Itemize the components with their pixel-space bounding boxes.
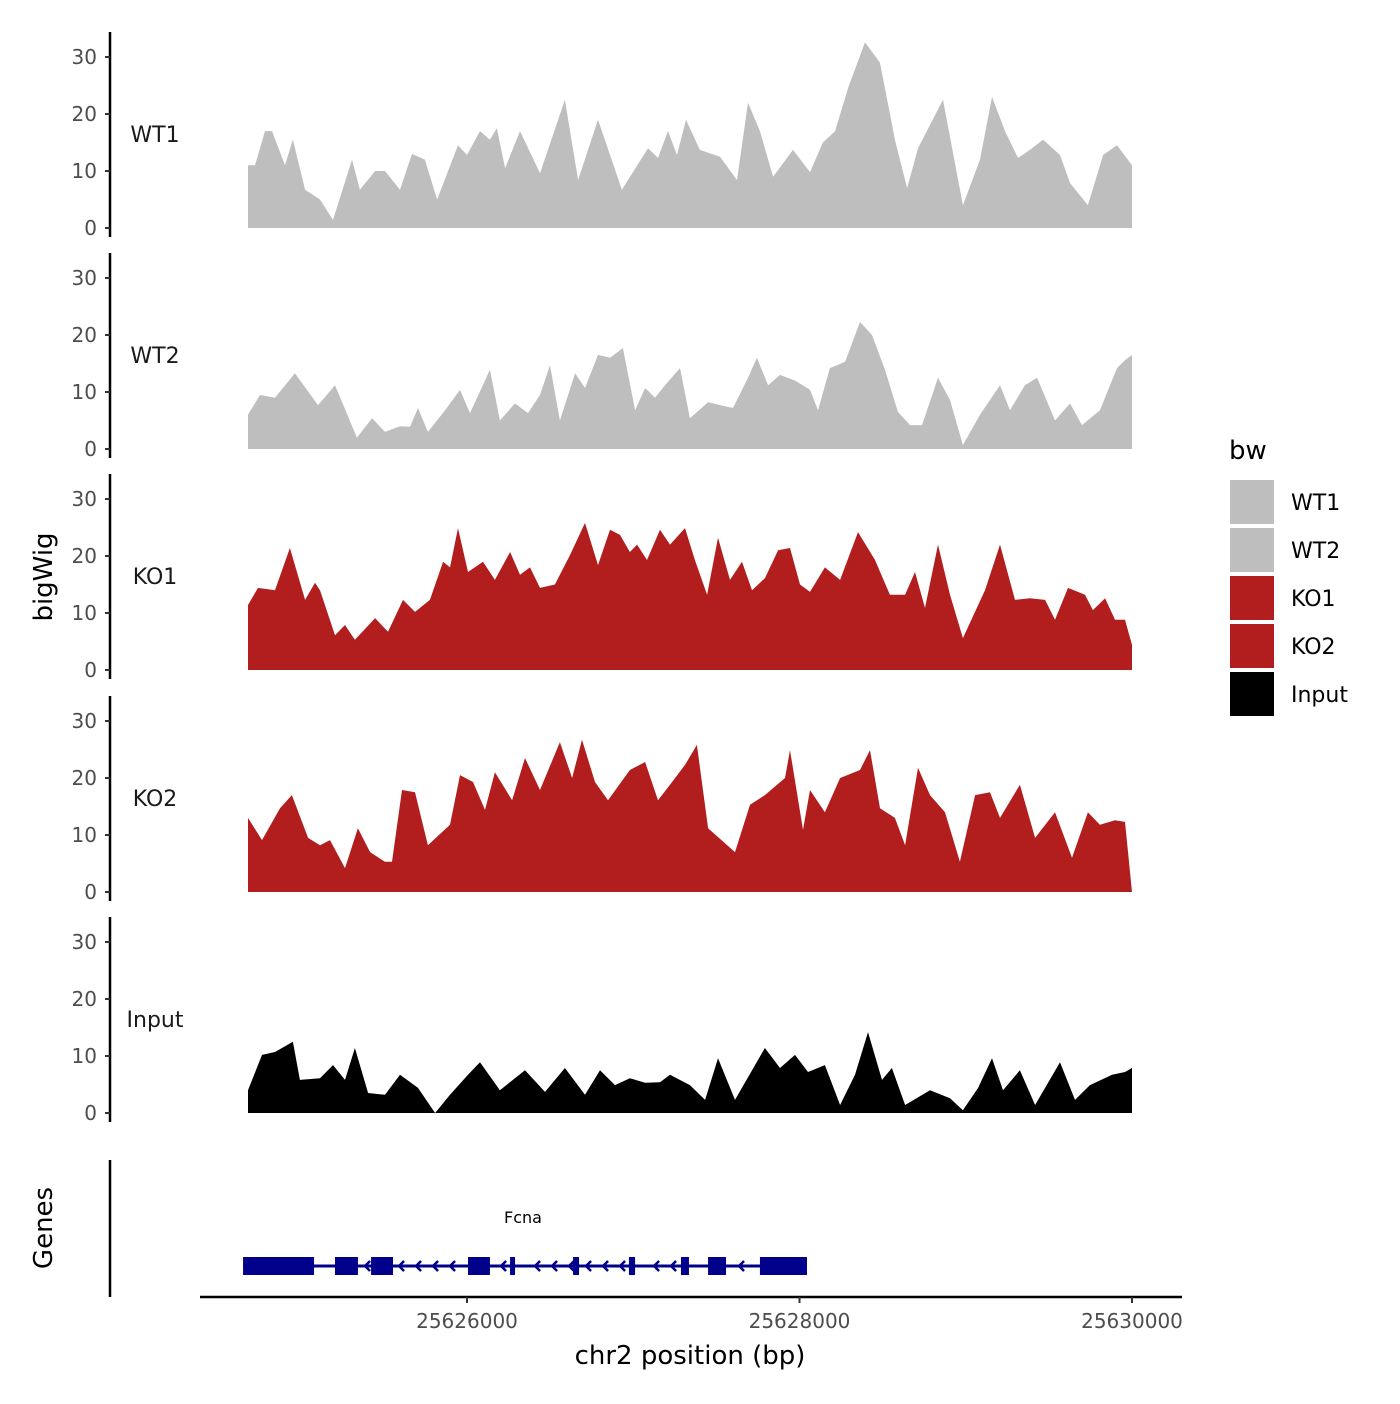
strand-arrow-icon [652, 1260, 660, 1272]
strand-arrow-icon [669, 1260, 677, 1272]
track-label: KO1 [133, 565, 178, 590]
track-label: WT1 [130, 123, 179, 148]
strand-arrow-icon [618, 1260, 626, 1272]
y-tick-label: 30 [72, 930, 97, 954]
strand-arrow-icon [499, 1260, 507, 1272]
y-tick-label: 30 [72, 45, 97, 69]
legend-key-input [1230, 672, 1274, 716]
coverage-area-wt2 [248, 321, 1132, 449]
gene-exon [510, 1257, 516, 1275]
gene-exon [334, 1257, 358, 1275]
y-tick-label: 20 [72, 102, 97, 126]
y-tick-label: 10 [72, 1044, 97, 1068]
y-tick-label: 30 [72, 487, 97, 511]
x-tick-label: 25630000 [1081, 1309, 1183, 1333]
track-label: KO2 [133, 787, 178, 812]
x-tick-label: 25628000 [749, 1309, 851, 1333]
track-label: Input [127, 1008, 184, 1033]
gene-exon [371, 1257, 394, 1275]
legend-label: WT1 [1291, 491, 1340, 516]
strand-arrow-icon [567, 1260, 575, 1272]
legend-key-ko1 [1230, 576, 1274, 620]
track-panel-ko1: 0 10 20 30 KO1 [72, 474, 1132, 682]
legend-label: Input [1291, 683, 1348, 708]
gene-track: Fcna [108, 1160, 807, 1297]
y-tick-label: 20 [72, 544, 97, 568]
strand-arrow-icon [448, 1260, 456, 1272]
gene-exon [680, 1257, 689, 1275]
y-tick-label: 30 [72, 266, 97, 290]
legend-key-wt2 [1230, 528, 1274, 572]
y-tick-label: 10 [72, 601, 97, 625]
gene-exon [467, 1257, 490, 1275]
track-panels: 0 10 20 30 WT1 0 10 20 30 WT2 0 10 20 30 KO1 0 10 20 30 KO2… [72, 32, 1132, 1125]
strand-arrow-icon [414, 1260, 422, 1272]
gene-exon [573, 1257, 580, 1275]
track-panel-wt1: 0 10 20 30 WT1 [72, 32, 1132, 240]
gene-exon [759, 1257, 807, 1275]
y-axis-title: bigWig [29, 532, 59, 621]
strand-arrow-icon [431, 1260, 439, 1272]
legend-label: KO2 [1291, 635, 1336, 660]
y-tick-label: 0 [84, 216, 97, 240]
y-tick-label: 0 [84, 1101, 97, 1125]
legend-title: bw [1229, 436, 1267, 466]
y-tick-label: 30 [72, 709, 97, 733]
gene-exon [708, 1257, 727, 1275]
gene-label: Fcna [504, 1208, 542, 1227]
x-axis: 25626000 25628000 25630000 [200, 1295, 1183, 1333]
gene-exon [243, 1257, 315, 1275]
y-tick-label: 10 [72, 380, 97, 404]
y-tick-label: 20 [72, 323, 97, 347]
track-panel-ko2: 0 10 20 30 KO2 [72, 696, 1132, 904]
strand-arrow-icon [397, 1260, 405, 1272]
strand-arrow-icon [363, 1260, 371, 1272]
strand-arrow-icon [533, 1260, 541, 1272]
y-tick-label: 20 [72, 987, 97, 1011]
y-tick-label: 20 [72, 766, 97, 790]
gene-panel-title: Genes [29, 1187, 59, 1269]
y-tick-label: 10 [72, 159, 97, 183]
legend: bw WT1 WT2 KO1 KO2 Input [1229, 436, 1348, 716]
y-tick-label: 0 [84, 437, 97, 461]
legend-key-ko2 [1230, 624, 1274, 668]
coverage-area-ko2 [248, 739, 1132, 892]
legend-label: KO1 [1291, 587, 1336, 612]
coverage-area-input [248, 1032, 1132, 1113]
gene-exon [628, 1257, 636, 1275]
track-panel-input: 0 10 20 30 Input [72, 917, 1132, 1125]
track-panel-wt2: 0 10 20 30 WT2 [72, 253, 1132, 461]
track-label: WT2 [130, 344, 179, 369]
coverage-area-ko1 [248, 522, 1132, 670]
x-axis-title: chr2 position (bp) [575, 1341, 806, 1371]
y-tick-label: 0 [84, 658, 97, 682]
y-tick-label: 10 [72, 823, 97, 847]
legend-label: WT2 [1291, 539, 1340, 564]
y-tick-label: 0 [84, 880, 97, 904]
strand-arrow-icon [550, 1260, 558, 1272]
x-tick-label: 25626000 [416, 1309, 518, 1333]
legend-key-wt1 [1230, 480, 1274, 524]
coverage-area-wt1 [248, 42, 1132, 229]
strand-arrow-icon [601, 1260, 609, 1272]
strand-arrow-icon [584, 1260, 592, 1272]
strand-arrow-icon [737, 1260, 745, 1272]
